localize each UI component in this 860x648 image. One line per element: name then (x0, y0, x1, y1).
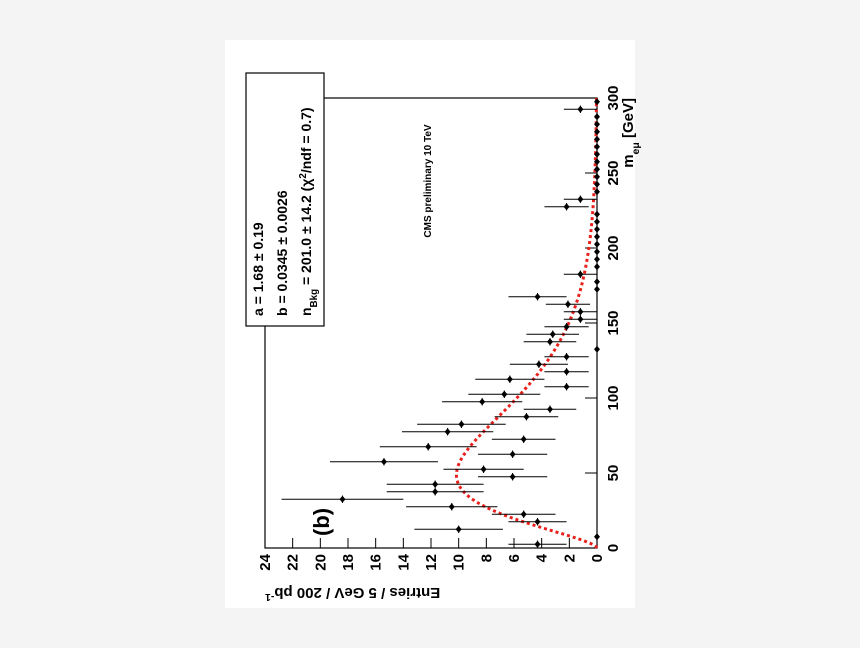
data-point (594, 158, 600, 166)
data-point (594, 225, 600, 233)
text-part: Entries / 5 GeV / 200 pb (274, 584, 440, 601)
x-tick-label: 50 (605, 465, 622, 482)
data-point (432, 480, 439, 488)
data-point (594, 120, 600, 128)
data-point (594, 135, 600, 143)
y-tick-label: 20 (312, 554, 329, 571)
data-point (594, 165, 600, 173)
data-point (520, 510, 527, 518)
y-tick-label: 14 (395, 553, 412, 570)
data-point (520, 435, 527, 443)
y-tick-label: 4 (534, 553, 551, 562)
y-tick-label: 6 (506, 554, 523, 562)
data-point (455, 525, 462, 533)
data-point (563, 353, 570, 361)
text-part: eμ (630, 142, 642, 154)
y-tick-label: 8 (478, 554, 495, 562)
experiment-label: CMS preliminary 10 TeV (423, 124, 434, 238)
data-point (444, 428, 451, 436)
text-part: = 201.0 ± 14.2 (χ (298, 179, 314, 289)
data-point (594, 210, 600, 218)
data-point (594, 240, 600, 248)
data-point (546, 405, 553, 413)
data-point (594, 113, 600, 121)
data-point (594, 248, 600, 256)
data-point (563, 383, 570, 391)
x-tick-label: 150 (605, 310, 622, 335)
text-part: 2 (298, 173, 309, 179)
data-point (594, 180, 600, 188)
x-tick-label: 100 (605, 385, 622, 410)
data-point (594, 285, 600, 293)
data-point (546, 338, 553, 346)
fit-curve (454, 97, 599, 549)
text-part: n (298, 307, 314, 316)
data-point (534, 518, 541, 526)
data-point (509, 473, 516, 481)
x-tick-label: 300 (605, 85, 622, 110)
stats-line: nBkg = 201.0 ± 14.2 (χ2/ndf = 0.7) (298, 107, 320, 316)
y-tick-label: 2 (561, 554, 578, 562)
data-point (534, 540, 541, 548)
data-point (594, 98, 600, 106)
data-point (501, 390, 508, 398)
y-tick-label: 16 (368, 554, 385, 571)
data-point (448, 503, 455, 511)
x-tick-label: 200 (605, 235, 622, 260)
data-point (509, 450, 516, 458)
data-point (594, 533, 600, 541)
y-tick-label: 18 (340, 554, 357, 571)
data-point (594, 188, 600, 196)
data-point (506, 375, 513, 383)
x-axis-label: meμ [GeV] (620, 98, 642, 168)
text-part: a = 1.68 ± 0.19 (250, 222, 266, 316)
data-point (564, 300, 571, 308)
y-tick-label: 10 (451, 554, 468, 571)
data-point (425, 443, 432, 451)
y-tick-label: 0 (589, 554, 606, 562)
x-tick-label: 0 (605, 544, 622, 552)
data-point (594, 278, 600, 286)
panel-label: (b) (309, 508, 334, 536)
text-part: m (620, 154, 637, 167)
rotated-plot: 050100150200250300024681012141618202224m… (245, 72, 642, 603)
data-point (563, 323, 570, 331)
stats-line: a = 1.68 ± 0.19 (250, 222, 266, 316)
data-point (594, 233, 600, 241)
data-point (594, 345, 600, 353)
data-point (594, 128, 600, 136)
text-part: /ndf = 0.7) (298, 107, 314, 173)
y-tick-label: 22 (285, 554, 302, 571)
data-point (480, 465, 487, 473)
data-point (479, 398, 486, 406)
text-part: -1 (265, 591, 274, 603)
data-point (594, 263, 600, 271)
stats-line: b = 0.0345 ± 0.0026 (274, 190, 290, 316)
y-tick-label: 12 (423, 554, 440, 571)
x-tick-label: 250 (605, 160, 622, 185)
data-point (432, 488, 439, 496)
data-point (594, 143, 600, 151)
data-point (380, 458, 387, 466)
data-point (594, 150, 600, 158)
data-point (549, 330, 556, 338)
data-point (594, 173, 600, 181)
text-part: Bkg (309, 289, 320, 308)
data-point (458, 420, 465, 428)
data-point (339, 495, 346, 503)
data-point (534, 293, 541, 301)
y-tick-label: 24 (257, 553, 274, 570)
text-part: b = 0.0345 ± 0.0026 (274, 190, 290, 316)
data-point (563, 203, 570, 211)
y-axis-label: Entries / 5 GeV / 200 pb-1 (265, 584, 440, 603)
stats-box (245, 72, 325, 327)
data-point (523, 413, 530, 421)
data-point (594, 218, 600, 226)
text-part: [GeV] (620, 98, 637, 142)
data-point (563, 368, 570, 376)
data-point (594, 255, 600, 263)
